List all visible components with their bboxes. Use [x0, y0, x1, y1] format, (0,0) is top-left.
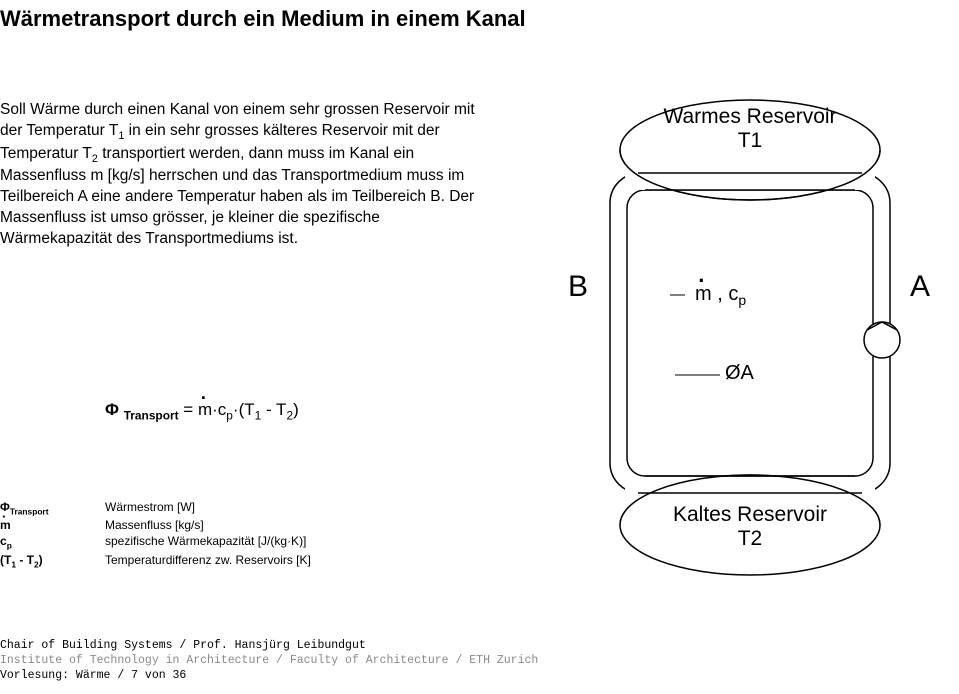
region-b-label: B	[568, 270, 588, 304]
legend-row: ΦTransport Wärmestrom [W]	[0, 500, 311, 516]
m-dot: m	[198, 400, 212, 419]
phi-subscript: Transport	[124, 408, 179, 422]
footer-line-1: Chair of Building Systems / Prof. Hansjü…	[0, 639, 538, 654]
cross-section-label: ØA	[725, 362, 754, 385]
footer-line-2: Institute of Technology in Architecture …	[0, 654, 538, 669]
phi-symbol: Φ	[105, 400, 119, 419]
footer-line-3: Vorlesung: Wärme / 7 von 36	[0, 669, 538, 684]
legend-row: cp spezifische Wärmekapazität [J/(kg·K)]	[0, 534, 311, 550]
mass-flow-label: m , cp	[695, 283, 746, 308]
transport-formula: Φ Transport = m·cp·(T1 - T2)	[105, 400, 299, 422]
region-a-label: A	[910, 270, 930, 304]
legend-row: (T1 - T2) Temperaturdifferenz zw. Reserv…	[0, 553, 311, 569]
heat-transport-diagram: Warmes ReservoirT1 Kaltes ReservoirT2 B …	[565, 85, 945, 585]
slide-footer: Chair of Building Systems / Prof. Hansjü…	[0, 639, 538, 684]
body-paragraph: Soll Wärme durch einen Kanal von einem s…	[0, 100, 490, 250]
legend-row: m Massenfluss [kg/s]	[0, 518, 311, 532]
warm-reservoir-label: Warmes ReservoirT1	[660, 105, 840, 153]
page-title: Wärmetransport durch ein Medium in einem…	[0, 6, 526, 32]
legend-table: ΦTransport Wärmestrom [W] m Massenfluss …	[0, 500, 311, 571]
cold-reservoir-label: Kaltes ReservoirT2	[660, 503, 840, 551]
